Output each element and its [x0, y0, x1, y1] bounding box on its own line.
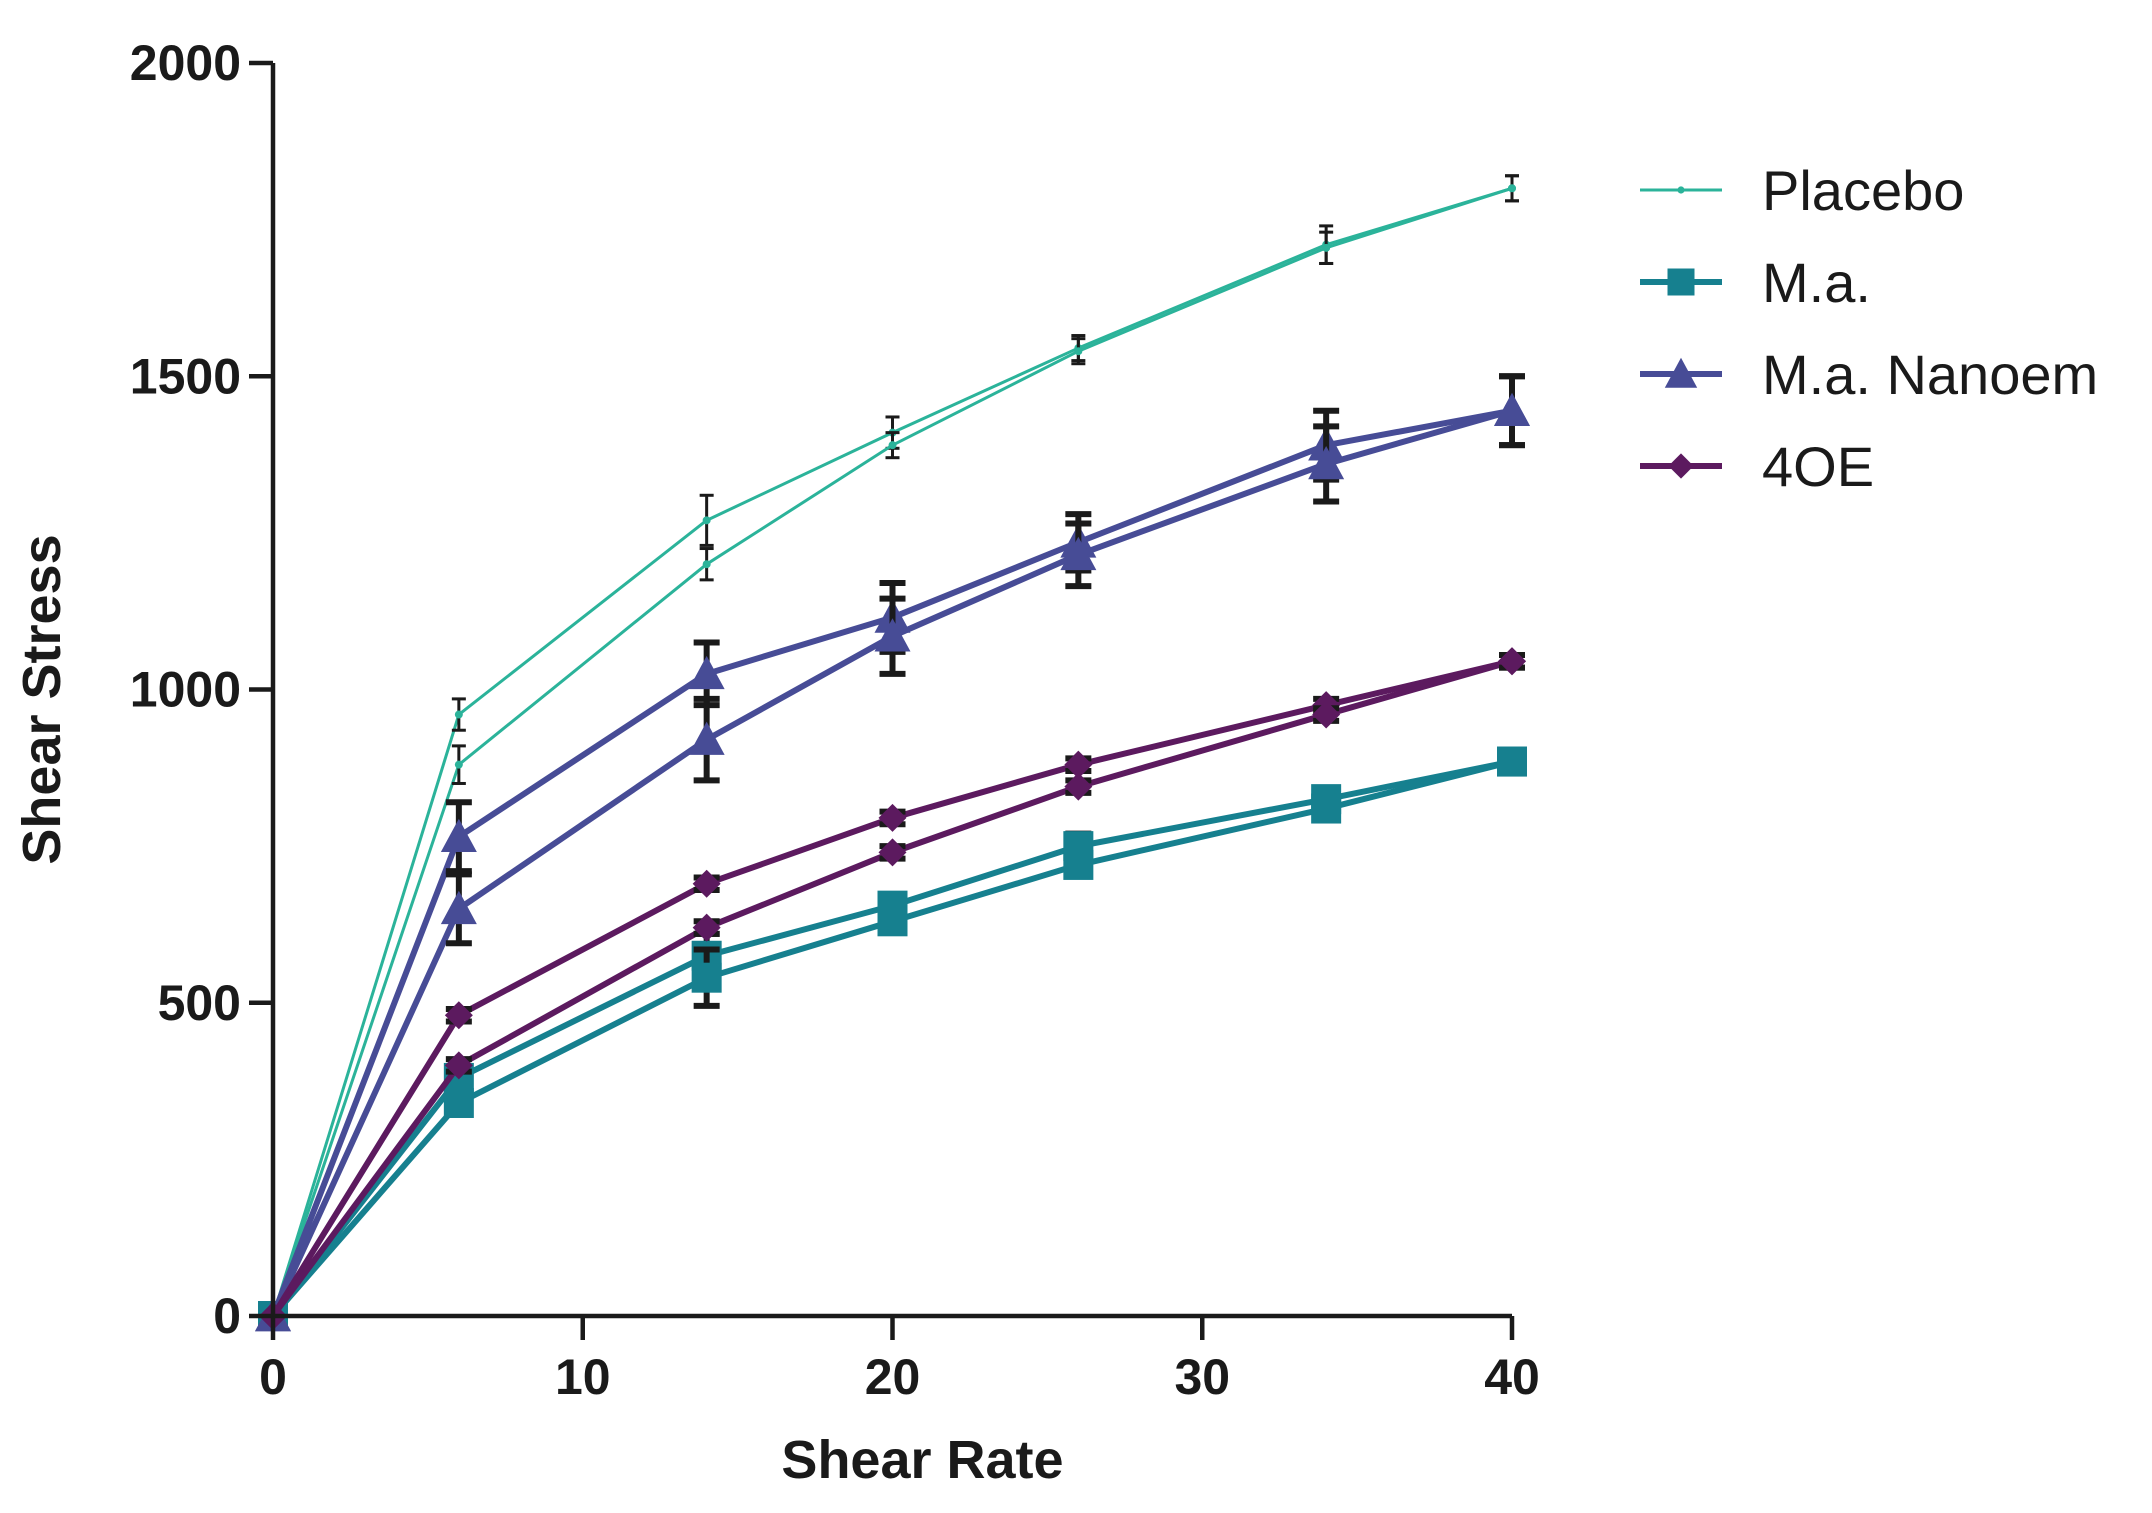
dot-marker — [888, 441, 897, 450]
triangle-marker — [1664, 357, 1698, 388]
legend: Placebo M.a. M.a. Nanoem 4OE — [1640, 159, 2098, 498]
legend-label: 4OE — [1762, 435, 1874, 498]
dot-marker — [454, 710, 463, 719]
triangle-marker — [688, 655, 725, 690]
diamond-marker — [692, 869, 721, 898]
dot-marker — [1508, 184, 1516, 193]
square-marker — [691, 962, 722, 993]
legend-label: M.a. — [1762, 251, 1871, 314]
y-tick-label: 1000 — [130, 662, 241, 718]
y-axis-title: Shear Stress — [12, 534, 72, 864]
dot-marker — [1322, 243, 1331, 252]
diamond-marker — [1064, 772, 1093, 801]
y-tick-label: 1500 — [130, 348, 241, 404]
axis-ticks: 0 500 1000 1500 2000 0 10 20 30 40 — [130, 35, 1540, 1405]
square-marker — [1497, 746, 1527, 777]
triangle-marker — [874, 618, 911, 652]
dot-marker — [1074, 347, 1083, 356]
dot-marker — [702, 560, 711, 569]
diamond-marker — [878, 803, 907, 832]
triangle-marker — [688, 721, 725, 755]
diamond-marker — [444, 1001, 473, 1030]
legend-label: Placebo — [1762, 159, 1964, 222]
series-m-a-nanoem — [255, 373, 1530, 1332]
diamond-marker — [1498, 647, 1526, 676]
y-tick-label: 500 — [158, 975, 241, 1031]
y-tick-label: 0 — [213, 1288, 241, 1344]
square-marker — [443, 1087, 474, 1118]
square-marker — [1063, 849, 1094, 880]
series-placebo — [269, 174, 1519, 1320]
triangle-marker — [440, 818, 477, 853]
dot-marker — [1677, 186, 1685, 194]
x-tick-label: 30 — [1174, 1349, 1230, 1405]
diamond-marker — [692, 913, 721, 942]
diamond-marker — [1668, 453, 1694, 479]
square-marker — [1311, 793, 1342, 824]
triangle-marker — [1060, 536, 1097, 571]
x-tick-label: 0 — [259, 1349, 287, 1405]
triangle-marker — [1494, 392, 1530, 427]
x-tick-label: 40 — [1484, 1349, 1540, 1405]
dot-marker — [702, 516, 711, 525]
series-m-a- — [258, 746, 1527, 1331]
diamond-marker — [1312, 700, 1341, 729]
diamond-marker — [444, 1051, 473, 1080]
square-marker — [877, 906, 908, 937]
x-axis-title: Shear Rate — [781, 1430, 1063, 1490]
legend-label: M.a. Nanoem — [1762, 343, 2098, 406]
diamond-marker — [878, 838, 907, 867]
y-tick-label: 2000 — [130, 35, 241, 91]
dot-marker — [454, 760, 463, 769]
triangle-marker — [440, 890, 477, 925]
series-4oe — [259, 647, 1526, 1330]
triangle-marker — [1308, 445, 1345, 480]
x-tick-label: 20 — [865, 1349, 921, 1405]
x-tick-label: 10 — [555, 1349, 611, 1405]
plot-area — [255, 174, 1530, 1332]
diamond-marker — [1064, 750, 1093, 779]
square-marker — [1667, 268, 1695, 296]
